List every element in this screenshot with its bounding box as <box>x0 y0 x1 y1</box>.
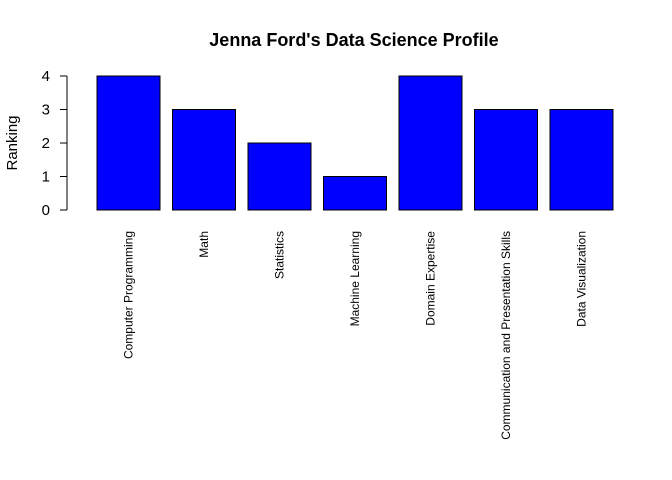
y-tick-label: 4 <box>42 68 50 85</box>
bar <box>549 109 614 211</box>
bar <box>247 142 312 211</box>
bar <box>398 75 463 211</box>
category-label: Computer Programming <box>122 231 136 359</box>
category-label: Math <box>197 231 211 258</box>
y-tick-label: 3 <box>42 102 50 119</box>
y-tick-label: 2 <box>42 135 50 152</box>
category-label: Communication and Presentation Skills <box>499 231 513 440</box>
category-label: Statistics <box>273 231 287 279</box>
category-labels: Computer Programming Math Statistics Machin… <box>122 231 589 440</box>
bar <box>323 176 387 211</box>
y-axis: 0 1 2 3 4 <box>42 68 68 219</box>
chart-title: Jenna Ford's Data Science Profile <box>209 30 498 50</box>
bar <box>96 75 161 211</box>
category-label: Domain Expertise <box>424 231 438 326</box>
category-label: Machine Learning <box>348 231 362 326</box>
bar <box>474 109 538 211</box>
y-tick-label: 1 <box>42 169 50 186</box>
category-label: Data Visualization <box>575 231 589 327</box>
bar <box>172 109 236 211</box>
y-axis-label: Ranking <box>4 115 21 170</box>
bars <box>96 75 614 211</box>
y-tick-label: 0 <box>42 202 50 219</box>
